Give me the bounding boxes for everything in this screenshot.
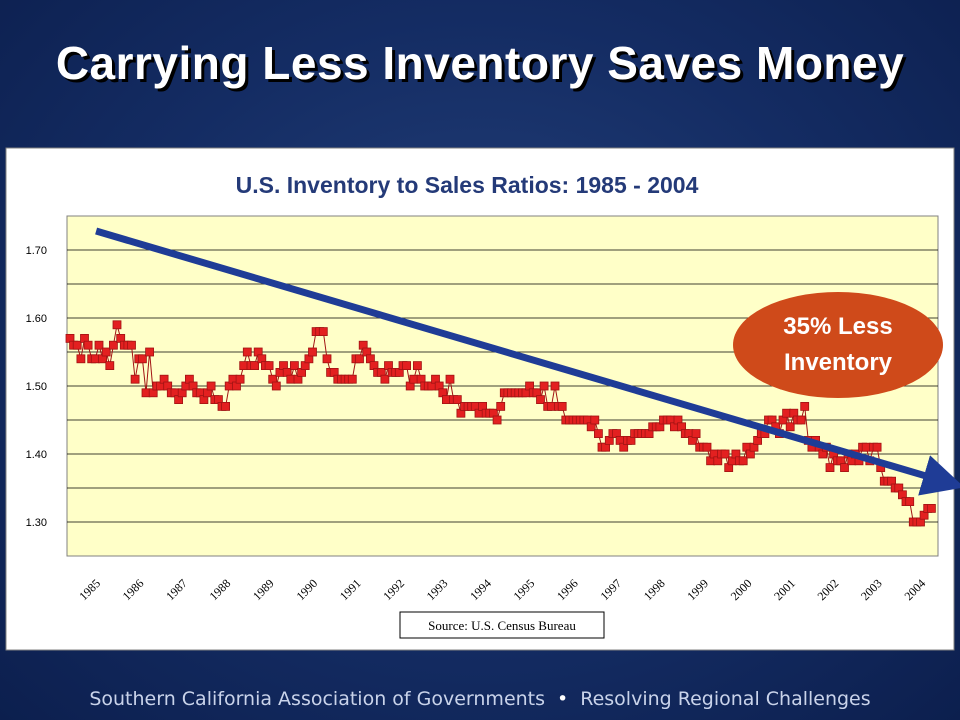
data-point: [101, 347, 111, 357]
data-point: [840, 463, 849, 473]
data-point: [452, 395, 462, 405]
slide-title: Carrying Less Inventory Saves Money: [55, 37, 905, 89]
footer-tagline: Resolving Regional Challenges: [580, 688, 871, 710]
data-point: [109, 340, 118, 350]
data-point: [380, 374, 390, 384]
data-point: [90, 354, 100, 364]
source-text: Source: U.S. Census Bureau: [428, 618, 576, 633]
data-point: [127, 340, 136, 350]
data-point: [782, 408, 791, 418]
callout-bubble: 35% Less Inventory: [733, 292, 943, 398]
data-point: [94, 340, 104, 350]
data-point: [691, 429, 701, 439]
data-point: [409, 374, 419, 384]
data-point: [872, 442, 882, 452]
data-point: [594, 429, 603, 439]
y-axis: 1.30 1.40 1.50 1.60 1.70: [26, 245, 47, 529]
data-point: [322, 354, 332, 364]
data-point: [145, 347, 155, 357]
data-point: [206, 381, 216, 391]
callout-ellipse: [733, 292, 943, 398]
data-point: [105, 361, 115, 371]
data-point: [239, 361, 249, 371]
data-point: [264, 361, 274, 371]
data-point: [861, 442, 871, 452]
trend-arrow: [95, 227, 960, 496]
data-point: [235, 374, 245, 384]
data-point: [271, 381, 281, 391]
footer: Southern California Association of Gover…: [0, 688, 960, 710]
source-box-frame: [399, 611, 605, 639]
data-point: [590, 415, 600, 425]
data-point: [557, 401, 567, 411]
data-point: [550, 381, 560, 391]
data-point: [286, 374, 296, 384]
footer-organization: Southern California Association of Gover…: [89, 688, 546, 710]
callout-line-2: Inventory: [784, 349, 893, 376]
data-point: [539, 381, 549, 391]
y-tick-label: 1.40: [26, 449, 47, 461]
data-point: [308, 347, 317, 357]
y-tick-label: 1.30: [26, 517, 47, 529]
data-point: [242, 347, 252, 357]
data-point: [83, 340, 93, 350]
data-point: [445, 374, 455, 384]
data-point: [702, 442, 712, 452]
data-point: [347, 374, 357, 384]
data-point: [905, 497, 915, 507]
data-point: [800, 401, 810, 411]
y-tick-label: 1.60: [26, 313, 47, 325]
callout-line-1: 35% Less: [783, 313, 892, 340]
chart-title: U.S. Inventory to Sales Ratios: 1985 - 2…: [236, 172, 699, 198]
data-point: [76, 354, 86, 364]
data-point: [720, 449, 730, 459]
data-point: [289, 361, 299, 371]
data-point: [221, 401, 231, 411]
data-point: [130, 374, 140, 384]
data-point: [536, 395, 545, 405]
data-point: [355, 354, 364, 364]
data-point: [137, 354, 147, 364]
y-tick-label: 1.50: [26, 381, 47, 393]
data-point: [412, 361, 422, 371]
data-point: [825, 463, 835, 473]
data-point: [492, 415, 502, 425]
data-point: [738, 456, 748, 466]
data-point: [785, 422, 795, 432]
data-point: [796, 415, 806, 425]
data-point: [250, 361, 260, 371]
data-point: [927, 503, 936, 513]
data-point: [72, 340, 82, 350]
y-tick-label: 1.70: [26, 245, 47, 257]
data-point: [318, 327, 328, 337]
data-point: [441, 395, 451, 405]
data-point: [402, 361, 412, 371]
footer-separator: •: [557, 688, 569, 710]
source-box: Source: U.S. Census Bureau: [399, 611, 605, 639]
data-point: [112, 320, 122, 330]
data-point: [496, 401, 506, 411]
